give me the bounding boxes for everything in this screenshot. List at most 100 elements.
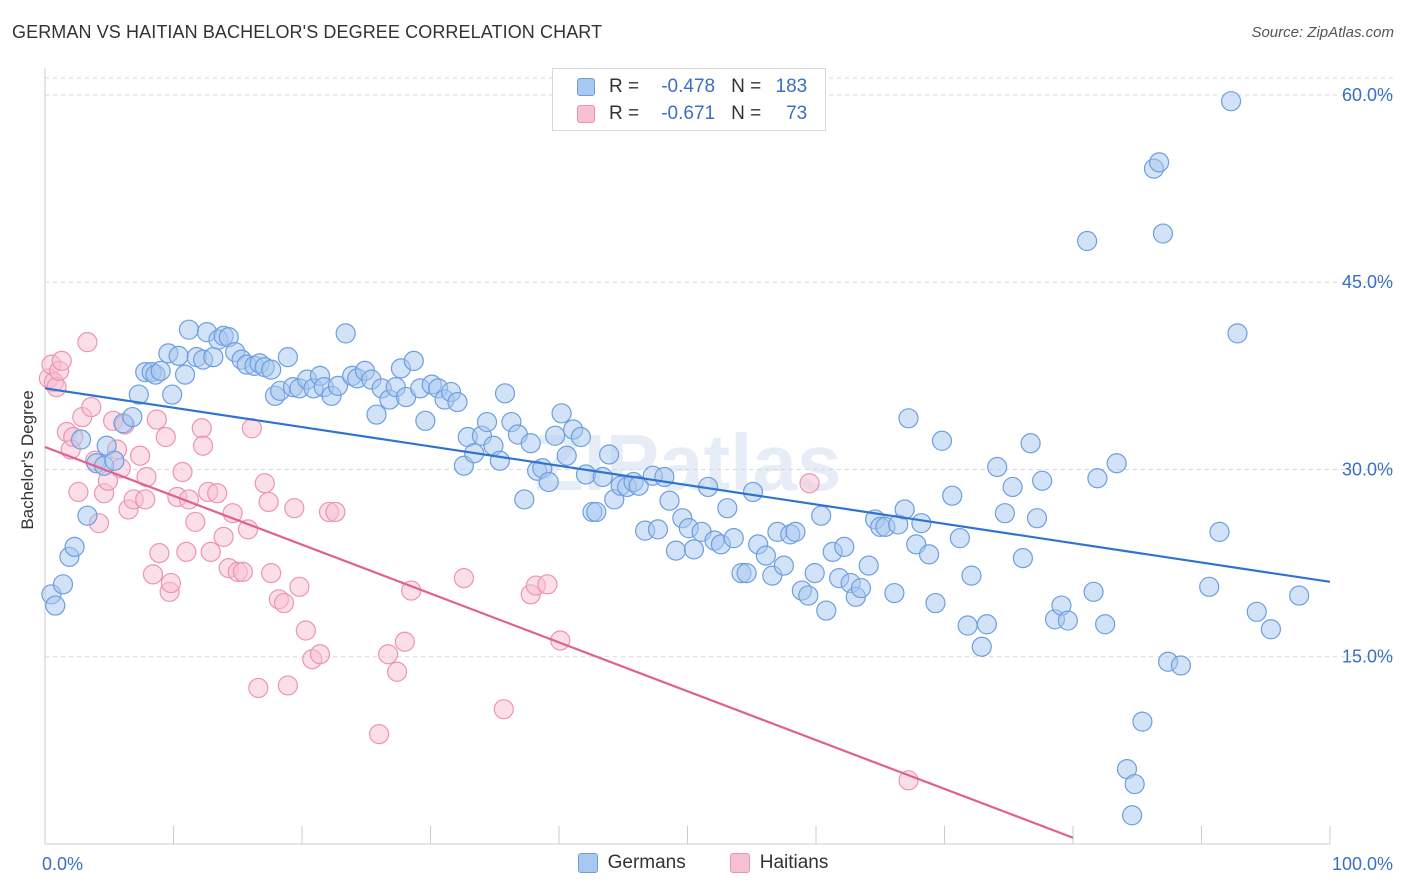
haitian-point <box>222 503 243 524</box>
haitian-point <box>258 491 279 513</box>
haitian-trend-line <box>44 445 1074 839</box>
haitian-point <box>185 511 206 533</box>
german-point <box>628 475 649 496</box>
german-point <box>64 536 85 557</box>
r-label: R = <box>609 76 640 97</box>
haitian-point <box>799 473 820 494</box>
german-point <box>1057 610 1078 631</box>
haitian-point <box>325 501 346 523</box>
german-point <box>1209 521 1230 543</box>
chart-title: GERMAN VS HAITIAN BACHELOR'S DEGREE CORR… <box>12 22 603 42</box>
german-point <box>858 555 879 576</box>
haitian-point <box>192 435 214 456</box>
german-point <box>942 485 963 506</box>
german-point <box>647 519 669 540</box>
german-point <box>884 582 905 604</box>
haitian-point <box>309 644 331 665</box>
trend-lines <box>44 387 1331 839</box>
german-point <box>665 540 687 561</box>
german-point <box>403 350 424 371</box>
german-point <box>162 384 183 405</box>
german-point <box>128 384 149 405</box>
haitian-point <box>241 418 262 439</box>
y-tick-label: 30.0% <box>1342 459 1393 479</box>
n-value: 73 <box>786 103 808 124</box>
haitian-point <box>377 644 399 665</box>
haitian-point <box>68 481 89 503</box>
haitian-point <box>369 724 390 745</box>
german-point <box>150 360 171 381</box>
haitian-point <box>146 409 167 430</box>
r-label: R = <box>609 103 640 124</box>
haitian-point <box>277 675 298 696</box>
german-point <box>538 471 559 493</box>
haitian-point <box>160 572 182 594</box>
german-point <box>798 585 819 606</box>
german-point <box>168 345 189 366</box>
legend-label-haitians: Haitians <box>759 852 829 873</box>
haitian-point <box>289 576 310 597</box>
haitian-point <box>248 677 269 699</box>
german-point <box>551 403 572 424</box>
legend-label-germans: Germans <box>607 852 686 873</box>
german-point <box>717 498 738 519</box>
german-point <box>1095 614 1116 635</box>
y-tick-label: 15.0% <box>1342 647 1393 667</box>
haitian-point <box>284 498 305 519</box>
n-label: N = <box>731 76 762 97</box>
haitian-point <box>213 526 234 547</box>
german-point <box>1170 655 1192 676</box>
haitian-series <box>38 332 919 791</box>
legend-item-haitians[interactable]: Haitians <box>729 852 829 874</box>
german-point <box>773 555 794 576</box>
german-point <box>723 528 744 549</box>
source-label: Source: ZipAtlas.com <box>1251 24 1394 41</box>
german-point <box>447 391 468 413</box>
german-point <box>1032 470 1053 491</box>
correlation-legend: R = -0.478 N = 183 R = -0.671 N = 73 <box>552 68 826 131</box>
german-point <box>1152 223 1174 244</box>
german-point <box>77 505 98 526</box>
german-point <box>957 615 978 636</box>
german-point <box>925 592 946 614</box>
haitian-point <box>200 541 221 562</box>
german-point <box>1122 805 1143 826</box>
german-point <box>1124 773 1145 795</box>
german-point <box>1106 453 1127 474</box>
haitian-point <box>898 770 919 791</box>
haitian-point <box>453 567 475 589</box>
german-point <box>911 513 932 534</box>
haitian-point <box>129 445 151 466</box>
german-trend-line <box>44 387 1331 583</box>
haitian-swatch <box>729 853 750 873</box>
german-point <box>599 444 620 465</box>
legend-row-haitians: R = -0.671 N = 73 <box>577 102 807 126</box>
german-point <box>178 319 200 340</box>
german-point <box>971 636 992 657</box>
german-point <box>586 501 607 523</box>
german-point <box>570 426 591 448</box>
german-point <box>1020 433 1041 454</box>
haitian-point <box>135 489 156 510</box>
haitian-point <box>77 332 98 353</box>
german-point <box>1083 581 1104 602</box>
german-point <box>1132 711 1153 732</box>
german-point <box>736 562 757 584</box>
x-tick-label: 100.0% <box>1332 854 1393 874</box>
german-point <box>45 595 66 616</box>
german-point <box>850 577 872 599</box>
german-point <box>755 545 776 566</box>
german-point <box>742 481 764 503</box>
haitian-point <box>142 564 164 585</box>
y-axis-label-wrap: Bachelor's Degree <box>0 340 56 580</box>
german-point <box>961 565 982 586</box>
german-point <box>1246 601 1267 622</box>
axes <box>44 68 1331 845</box>
german-point <box>894 499 915 520</box>
x-tick-label: 0.0% <box>42 854 83 874</box>
haitian-point <box>273 592 295 614</box>
german-point <box>203 347 224 368</box>
legend-item-germans[interactable]: Germans <box>577 852 686 874</box>
german-swatch <box>577 78 595 96</box>
